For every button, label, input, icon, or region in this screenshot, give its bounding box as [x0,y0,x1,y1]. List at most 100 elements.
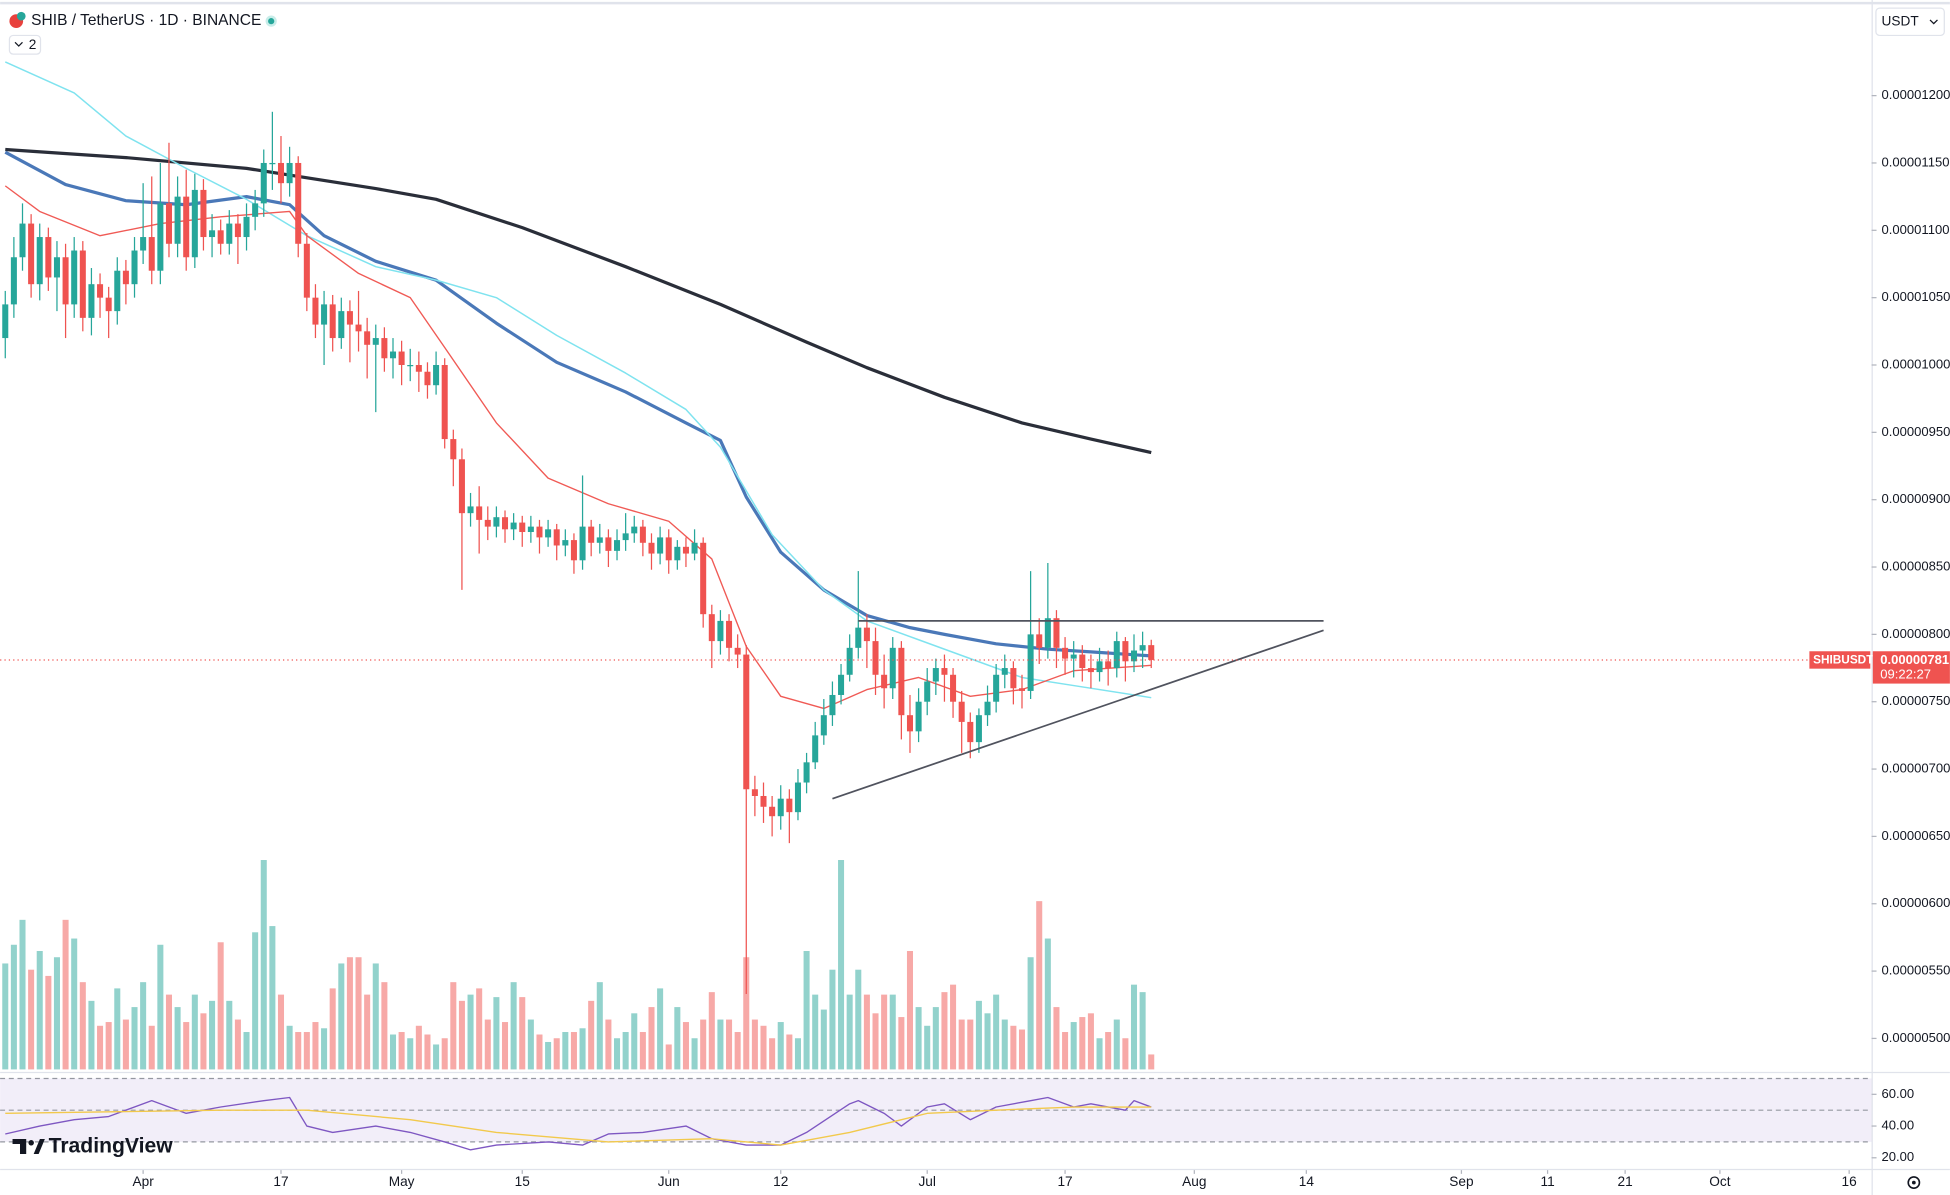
logo: TradingView [12,1135,173,1158]
volume-bar [122,1019,129,1070]
x-tick-label: Jul [918,1174,935,1189]
volume-bar [993,994,1000,1070]
volume-bar [260,860,267,1070]
symbol-title[interactable]: SHIB / TetherUS · 1D · BINANCE [31,12,261,29]
volume-bar [1113,1019,1120,1070]
volume-bar [467,994,474,1070]
x-tick-label: Apr [132,1174,154,1189]
candle-body [209,230,216,238]
volume-bar [183,1022,190,1070]
volume-bar [381,982,388,1070]
candle-body [295,162,302,244]
candle-body [277,162,285,184]
volume-bar [941,992,948,1070]
candle-body [1096,661,1103,673]
candle-body [588,526,595,543]
y-tick-label: 0.00001200 [1882,87,1950,102]
volume-bar [1087,1013,1094,1070]
volume-bar [165,994,172,1070]
volume-bar [364,994,371,1070]
volume-bar [1070,1022,1077,1070]
candle-body [975,715,982,743]
volume-bar [329,988,336,1070]
volume-bar [88,1000,95,1070]
candle-body [53,257,60,278]
candle-body [682,546,689,554]
volume-bar [1027,957,1034,1070]
volume-bar [958,1019,965,1070]
currency-selector[interactable] [1875,7,1945,37]
rsi-line [5,1096,1152,1151]
candle-body [226,223,233,244]
volume-bar [1001,1019,1008,1070]
candle-body [1113,641,1120,669]
volume-bar [174,1007,181,1070]
volume-bar [846,994,853,1070]
y-tick-label: 0.00001100 [1882,222,1950,237]
candle-body [570,540,577,561]
y-tick-label: 0.00001050 [1882,289,1950,304]
candle-body [329,304,336,339]
candle-body [734,647,741,655]
candle-body [493,517,500,527]
symbol-badge-label: SHIBUSDT [1813,653,1874,667]
volume-bar [570,1032,577,1070]
candle-body [88,284,95,318]
candle-body [527,526,534,533]
candle-body [398,351,405,365]
volume-bar [924,1025,931,1070]
volume-bar [829,969,836,1070]
volume-bar [148,1025,155,1070]
candle-body [665,537,672,561]
volume-bar [97,1025,104,1070]
candle-body [838,674,845,695]
y-tick-label: 0.00000650 [1882,828,1950,843]
candle-body [760,795,767,807]
volume-bar [243,1032,250,1070]
symbol-icon [9,11,26,28]
candle-body [174,196,181,244]
candle-body [346,311,353,325]
volume-bar [424,1034,431,1070]
volume-bar [415,1025,422,1070]
volume-bar [252,932,259,1070]
volume-bar [19,919,26,1070]
trend-line [832,629,1324,800]
candle-body [614,540,621,551]
x-tick-label: 15 [515,1174,531,1189]
candle-body [820,715,827,736]
indicators-toggle[interactable] [8,34,42,55]
chevron [14,41,23,47]
settings-button[interactable] [1907,1176,1921,1189]
candle-body [639,526,646,543]
candle-body [536,526,543,538]
symbol-badge [1809,651,1871,669]
candle-body [62,257,69,305]
volume-bar [450,982,457,1070]
candle-body [984,701,991,716]
volume-bar [53,957,60,1070]
candle-body [71,250,78,305]
candle-body [881,674,888,689]
volume-bar [657,988,664,1070]
candle-body [932,668,939,682]
x-tick-label: Jun [658,1174,680,1189]
candle-body [898,647,905,716]
candle-body [872,641,879,675]
candle-body [372,338,379,345]
candle-body [579,526,586,561]
volume-bar [28,969,35,1070]
volume-bar [717,1019,724,1070]
candle-body [1139,645,1146,651]
volume-bar [588,1000,595,1070]
volume-bar [855,969,862,1070]
candle-body [855,627,862,648]
volume-bar [1044,938,1051,1070]
volume-bar [1010,1025,1017,1070]
candle-body [1148,645,1155,660]
y-tick-label: 60.00 [1882,1086,1915,1101]
candle-body [1087,668,1094,673]
candle-body [553,529,560,546]
candle-body [751,789,758,796]
